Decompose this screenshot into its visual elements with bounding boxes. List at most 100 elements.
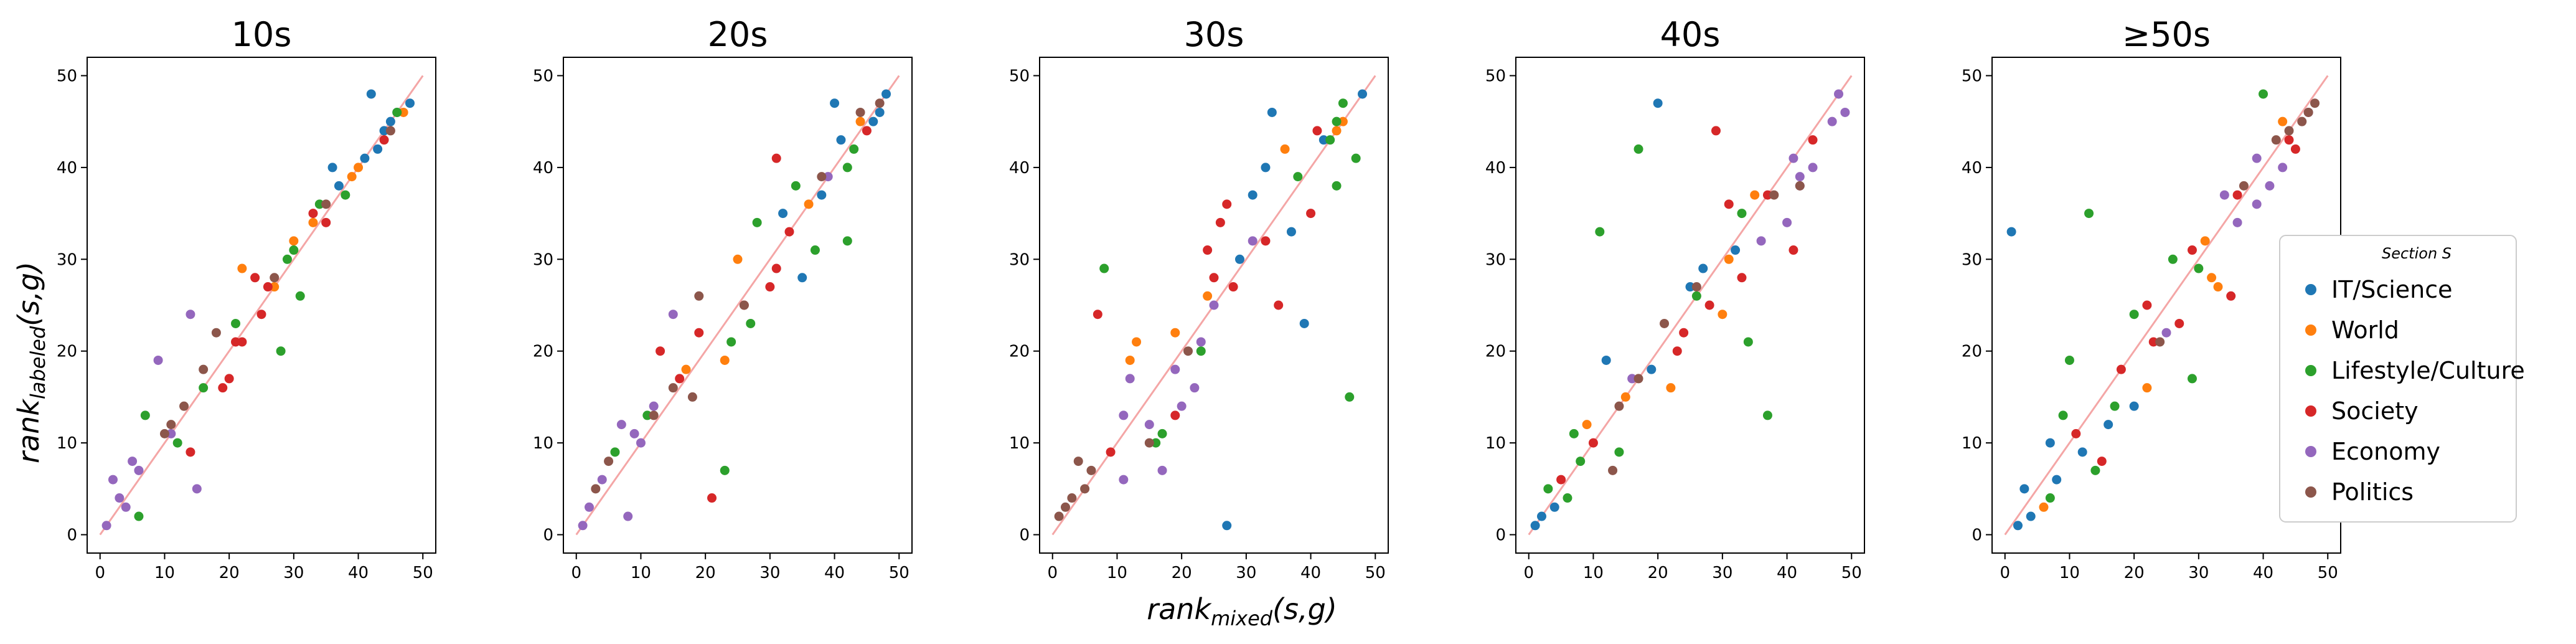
point-lifestyle-culture — [1691, 291, 1701, 301]
point-economy — [623, 511, 633, 521]
point-lifestyle-culture — [1743, 337, 1753, 347]
point-lifestyle-culture — [1332, 116, 1342, 126]
legend-marker — [2305, 365, 2316, 376]
point-world — [2200, 236, 2210, 246]
point-world — [1582, 420, 1592, 430]
point-it-science — [1222, 521, 1232, 531]
point-world — [308, 217, 318, 227]
point-lifestyle-culture — [1576, 457, 1586, 466]
x-tick-label: 50 — [1841, 564, 1862, 582]
panels-group: 10s 0 10 20 30 40 50 0 10 20 30 40 50 20s 0 10 20 30 40 50 0… — [57, 15, 2341, 582]
point-economy — [1119, 475, 1129, 485]
point-economy — [1827, 116, 1837, 126]
point-it-science — [405, 98, 415, 108]
panel-title: ≥50s — [2122, 15, 2211, 54]
point-it-science — [1601, 355, 1611, 365]
point-world — [2142, 383, 2152, 393]
point-lifestyle-culture — [2259, 89, 2268, 99]
point-it-science — [2013, 521, 2023, 531]
point-it-science — [1234, 254, 1244, 264]
point-politics — [1608, 465, 1618, 475]
point-world — [398, 107, 408, 117]
point-politics — [1769, 190, 1779, 200]
point-economy — [2252, 153, 2262, 163]
point-society — [2174, 318, 2184, 328]
point-lifestyle-culture — [791, 181, 801, 191]
point-world — [855, 116, 865, 126]
point-politics — [1634, 374, 1643, 384]
point-society — [2071, 429, 2081, 438]
point-society — [771, 153, 781, 163]
y-tick-label: 20 — [1009, 343, 1030, 361]
point-society — [1672, 346, 1682, 356]
point-it-science — [2077, 447, 2087, 457]
point-lifestyle-culture — [2110, 401, 2120, 411]
point-politics — [1086, 465, 1096, 475]
point-politics — [270, 273, 280, 283]
point-lifestyle-culture — [1634, 144, 1643, 154]
y-tick-label: 20 — [1962, 343, 1982, 361]
point-society — [2097, 457, 2107, 466]
point-society — [2116, 364, 2126, 374]
point-lifestyle-culture — [746, 318, 756, 328]
point-economy — [115, 493, 125, 503]
legend-marker — [2305, 405, 2316, 417]
point-society — [224, 374, 234, 384]
point-lifestyle-culture — [140, 410, 150, 420]
legend-marker — [2305, 324, 2316, 336]
point-lifestyle-culture — [1737, 209, 1747, 219]
point-economy — [1782, 217, 1792, 227]
point-politics — [1691, 282, 1701, 292]
x-tick-label: 50 — [413, 564, 433, 582]
point-economy — [629, 429, 639, 438]
point-economy — [2265, 181, 2275, 191]
point-lifestyle-culture — [1345, 392, 1355, 402]
point-economy — [192, 484, 202, 494]
x-tick-label: 0 — [1047, 564, 1058, 582]
x-tick-label: 50 — [2318, 564, 2338, 582]
point-lifestyle-culture — [1099, 263, 1109, 273]
point-society — [1724, 199, 1734, 209]
point-politics — [668, 383, 678, 393]
point-politics — [2310, 98, 2320, 108]
legend-frame — [2279, 235, 2517, 523]
x-tick-label: 10 — [631, 564, 651, 582]
point-society — [1679, 328, 1689, 338]
legend-label: IT/Science — [2331, 276, 2453, 303]
point-society — [2142, 300, 2152, 310]
point-society — [2187, 245, 2197, 255]
point-society — [186, 447, 195, 457]
point-it-science — [836, 135, 846, 145]
point-it-science — [1261, 163, 1271, 173]
plot-frame — [563, 57, 913, 554]
x-tick-label: 10 — [2059, 564, 2080, 582]
x-tick-label: 50 — [889, 564, 910, 582]
point-politics — [199, 364, 209, 374]
point-society — [321, 217, 331, 227]
point-world — [2213, 282, 2223, 292]
legend-label: Lifestyle/Culture — [2331, 357, 2525, 384]
point-economy — [1119, 410, 1129, 420]
point-lifestyle-culture — [849, 144, 859, 154]
point-lifestyle-culture — [2058, 410, 2068, 420]
y-tick-label: 30 — [1962, 250, 1982, 269]
point-society — [1711, 126, 1721, 136]
y-tick-label: 50 — [1962, 67, 1982, 85]
x-tick-label: 30 — [283, 564, 304, 582]
point-society — [1215, 217, 1225, 227]
point-it-science — [2045, 438, 2055, 448]
point-lifestyle-culture — [1569, 429, 1579, 438]
point-economy — [823, 172, 833, 182]
point-economy — [1170, 364, 1180, 374]
point-it-science — [1685, 282, 1695, 292]
point-lifestyle-culture — [1762, 410, 1772, 420]
panel-2: 30s 0 10 20 30 40 50 0 10 20 30 40 50 — [1009, 15, 1389, 582]
x-tick-label: 10 — [154, 564, 175, 582]
point-lifestyle-culture — [314, 199, 324, 209]
point-politics — [694, 291, 704, 301]
x-tick-label: 40 — [1300, 564, 1321, 582]
point-lifestyle-culture — [1293, 172, 1303, 182]
x-tick-label: 0 — [1523, 564, 1534, 582]
y-tick-label: 20 — [1485, 343, 1506, 361]
point-society — [250, 273, 260, 283]
